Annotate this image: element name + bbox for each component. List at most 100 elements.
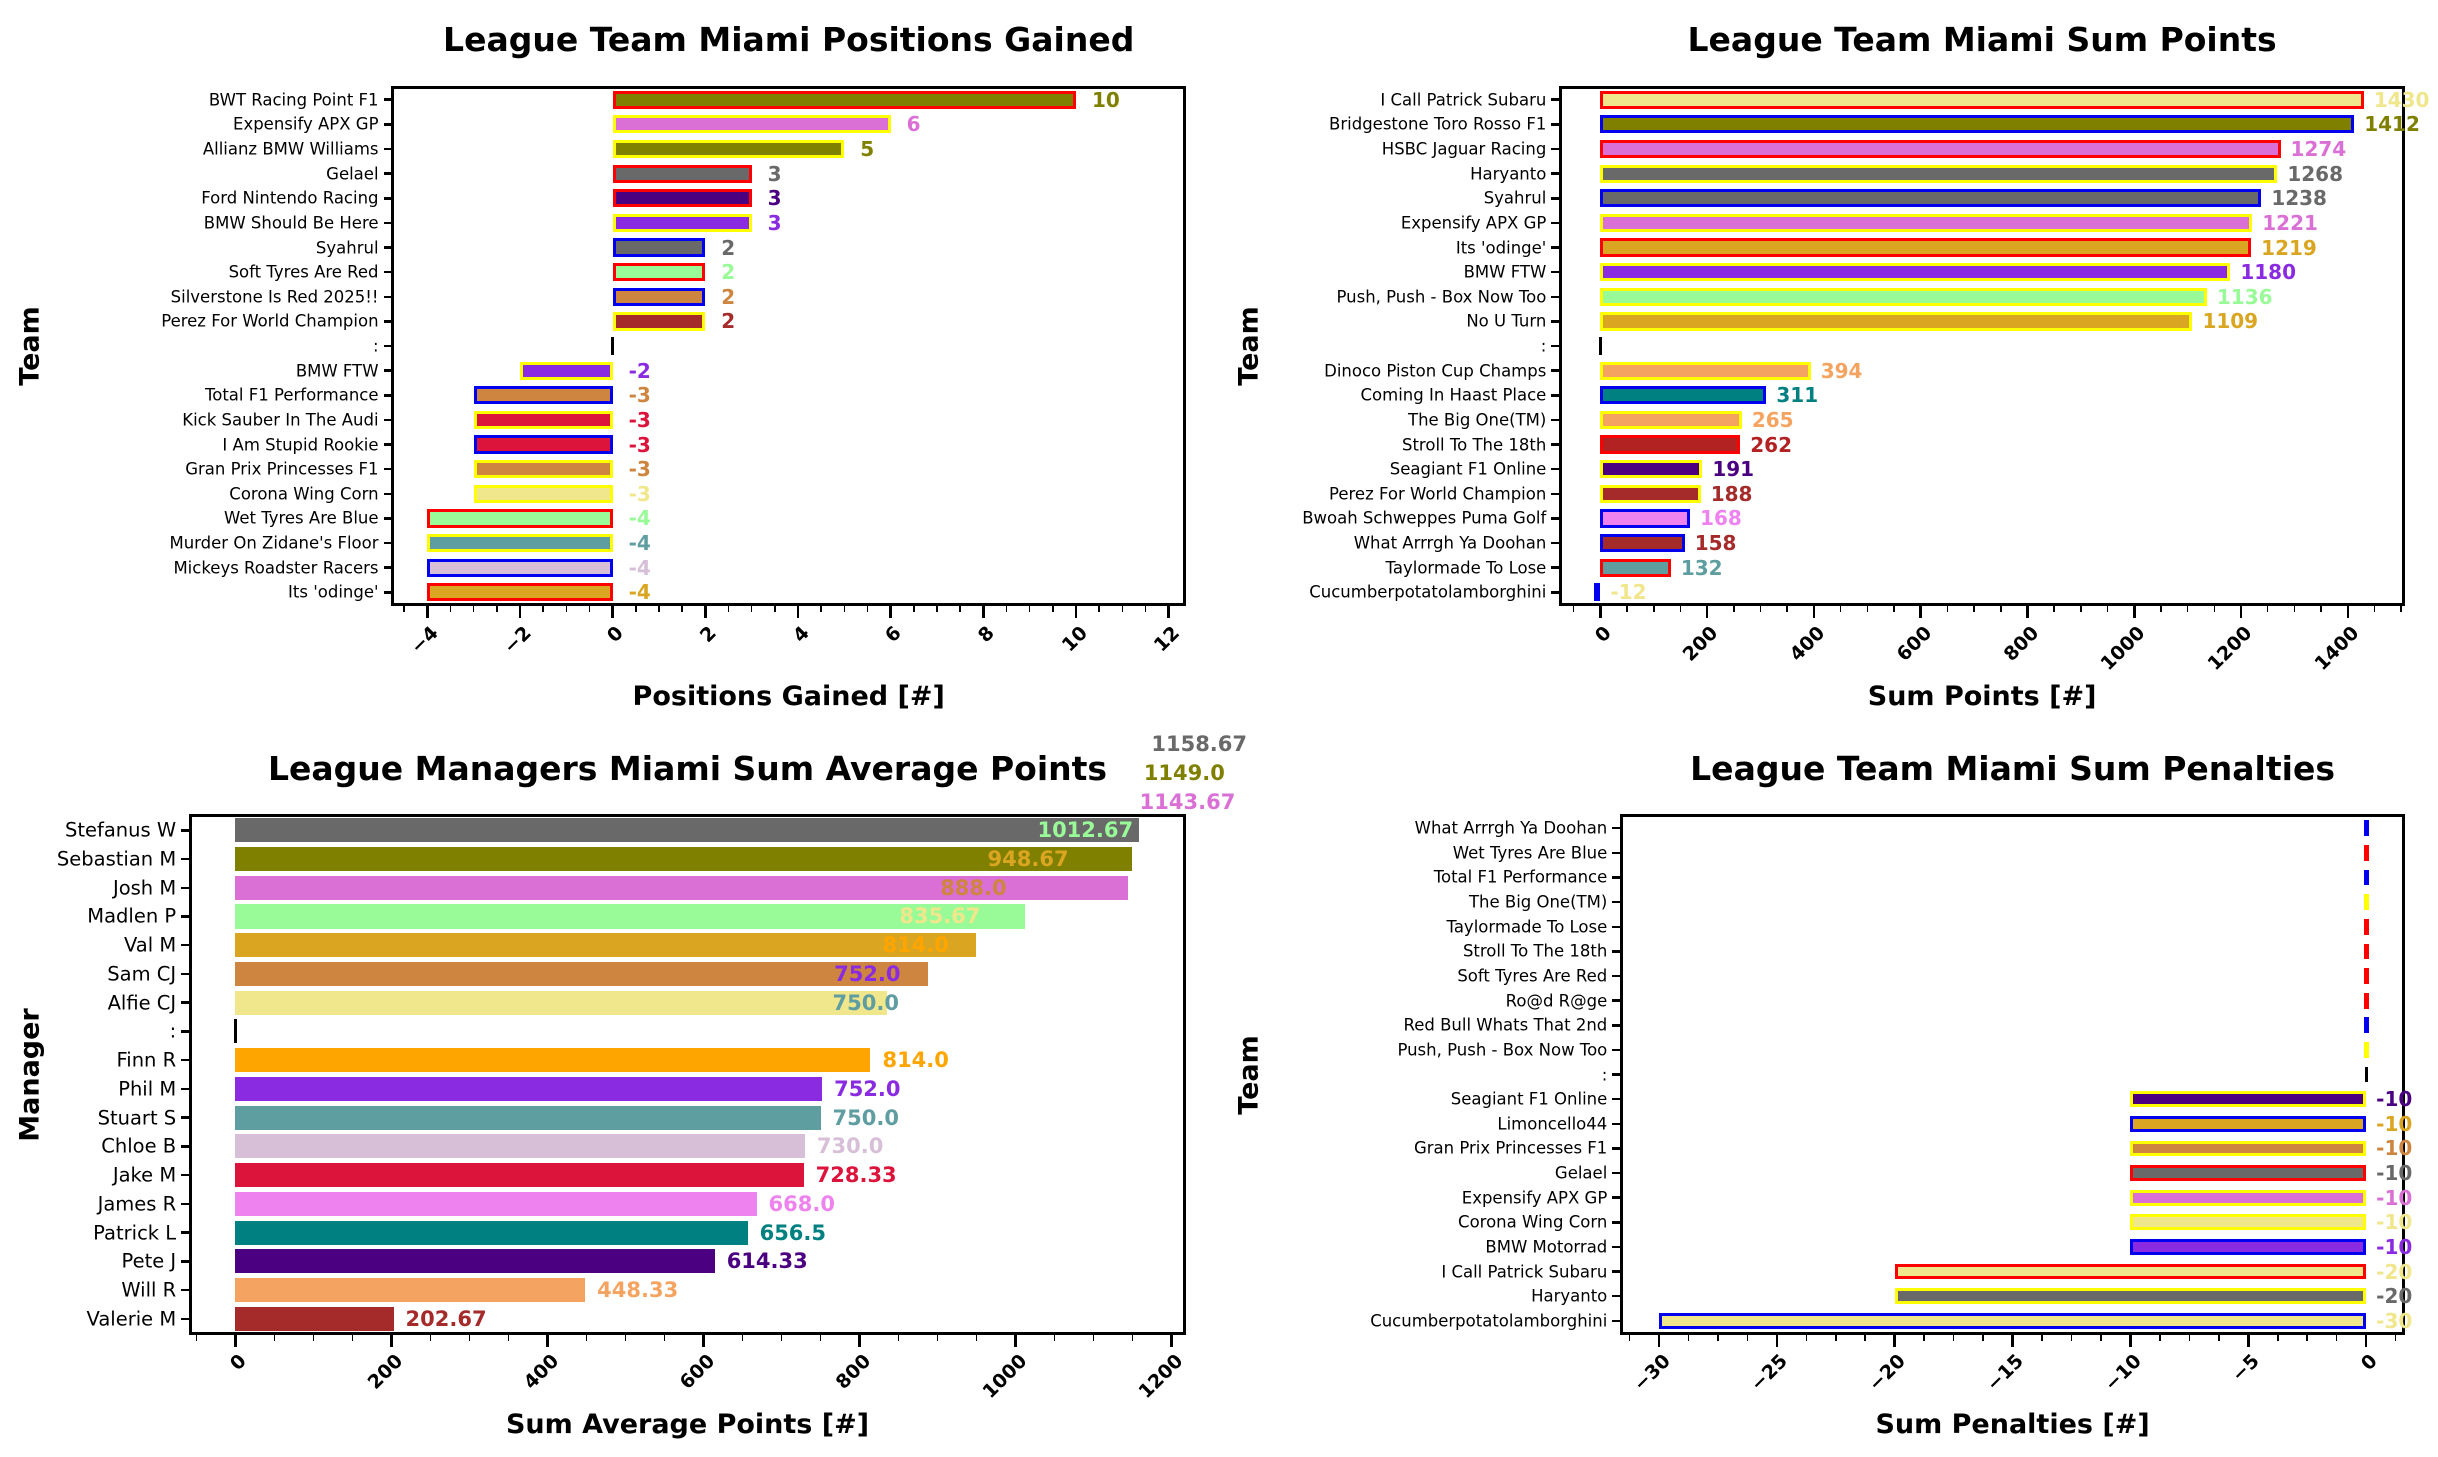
x-tick-label: 12 bbox=[1149, 621, 1185, 656]
bar bbox=[612, 164, 752, 183]
y-tick bbox=[383, 320, 393, 323]
x-minor-tick bbox=[2188, 1334, 2191, 1341]
bar-value-label: 262 bbox=[1750, 432, 1792, 457]
y-tick bbox=[1612, 1270, 1622, 1273]
zero-bar-mark bbox=[2363, 844, 2369, 861]
y-tick bbox=[1612, 925, 1622, 928]
bar-value-label: 448.33 bbox=[597, 1278, 679, 1303]
y-tick-label: : bbox=[1601, 1065, 1608, 1085]
y-tick-label: Cucumberpotatolamborghini bbox=[1370, 1311, 1608, 1331]
bar-value-label: 752.0 bbox=[834, 961, 901, 986]
y-tick bbox=[181, 1317, 191, 1321]
x-minor-tick bbox=[1098, 606, 1100, 613]
y-tick-label: Expensify APX GP bbox=[1461, 1188, 1608, 1208]
bar-value-label: 3 bbox=[767, 210, 782, 235]
x-tick bbox=[518, 606, 522, 619]
bar-value-label: -10 bbox=[2376, 1136, 2413, 1161]
x-tick bbox=[2346, 606, 2350, 619]
bar bbox=[235, 1134, 805, 1159]
y-tick-label: Red Bull Whats That 2nd bbox=[1403, 1015, 1608, 1035]
x-minor-tick bbox=[1679, 606, 1682, 613]
y-tick bbox=[1551, 344, 1561, 348]
bar-value-label: 1274 bbox=[2290, 136, 2347, 161]
y-tick-label: : bbox=[1540, 336, 1547, 356]
bar-value-label: 311 bbox=[1776, 383, 1819, 408]
y-tick bbox=[1612, 1294, 1622, 1298]
x-minor-tick bbox=[1572, 606, 1575, 613]
x-tick bbox=[234, 1334, 237, 1347]
y-tick bbox=[1551, 369, 1561, 372]
x-minor-tick bbox=[1746, 1334, 1749, 1341]
y-tick-label: Phil M bbox=[118, 1077, 177, 1101]
y-tick-label: Stuart S bbox=[97, 1106, 177, 1130]
y-tick-label: Coming In Haast Place bbox=[1360, 385, 1547, 405]
y-tick-label: The Big One(TM) bbox=[1468, 892, 1608, 912]
bar bbox=[473, 460, 613, 479]
y-tick-label: Gran Prix Princesses F1 bbox=[1413, 1138, 1608, 1158]
y-tick bbox=[1551, 443, 1561, 446]
x-tick bbox=[2239, 606, 2243, 619]
y-tick-label: Finn R bbox=[116, 1048, 177, 1072]
x-tick bbox=[1919, 606, 1922, 619]
y-tick-label: Expensify APX GP bbox=[233, 114, 379, 134]
y-tick bbox=[1551, 123, 1561, 126]
y-tick bbox=[1551, 98, 1561, 101]
y-tick-label: Soft Tyres Are Red bbox=[228, 262, 379, 282]
bar-value-label: -4 bbox=[628, 531, 651, 556]
x-minor-tick bbox=[2320, 606, 2322, 613]
x-minor-tick bbox=[936, 1334, 939, 1341]
y-tick bbox=[1612, 900, 1622, 904]
bar-value-label: 1109 bbox=[2202, 309, 2259, 334]
bar-value-label: 1238 bbox=[2271, 186, 2327, 211]
y-tick-label: Push, Push - Box Now Too bbox=[1397, 1040, 1608, 1060]
bar-value-label: -20 bbox=[2376, 1284, 2413, 1309]
bar bbox=[1600, 238, 2252, 257]
y-tick bbox=[181, 1231, 191, 1234]
bar-value-label: 1136 bbox=[2216, 284, 2273, 309]
x-tick bbox=[2026, 606, 2029, 619]
bar bbox=[473, 386, 613, 405]
x-tick bbox=[858, 1334, 861, 1347]
y-tick bbox=[181, 972, 191, 976]
bar bbox=[1600, 115, 2355, 134]
y-tick bbox=[1612, 1319, 1622, 1323]
x-minor-tick bbox=[1653, 606, 1655, 613]
bar-value-label: -10 bbox=[2376, 1087, 2413, 1112]
x-tick-label: 600 bbox=[1892, 621, 1937, 666]
y-axis-label: Team bbox=[1233, 306, 1265, 386]
x-minor-tick bbox=[1866, 606, 1869, 613]
x-minor-tick bbox=[2266, 606, 2269, 613]
bar-value-label: -10 bbox=[2376, 1111, 2413, 1136]
x-minor-tick bbox=[866, 606, 869, 613]
bar-value-label: 668.0 bbox=[768, 1191, 835, 1216]
x-minor-tick bbox=[1946, 606, 1949, 613]
y-tick bbox=[1551, 591, 1561, 594]
floating-value-label: 1149.0 bbox=[1143, 760, 1225, 785]
bar-value-label: -10 bbox=[2376, 1185, 2413, 1210]
bar bbox=[235, 904, 1026, 929]
y-tick-label: Taylormade To Lose bbox=[1446, 917, 1608, 937]
x-minor-tick bbox=[1786, 606, 1788, 613]
bar-value-label: -30 bbox=[2376, 1308, 2413, 1333]
bar-value-label: 1219 bbox=[2261, 235, 2317, 260]
bar-value-label: -2 bbox=[628, 358, 651, 383]
bar-value-label: -4 bbox=[628, 506, 651, 531]
bar-value-label: 394 bbox=[1820, 358, 1863, 383]
y-tick-label: Syahrul bbox=[315, 238, 379, 258]
y-tick bbox=[383, 492, 393, 496]
y-tick-label: Wet Tyres Are Blue bbox=[224, 508, 379, 528]
bar bbox=[2130, 1189, 2367, 1206]
bar bbox=[235, 990, 888, 1015]
y-tick-label: What Arrrgh Ya Doohan bbox=[1414, 818, 1608, 838]
y-tick bbox=[181, 1058, 191, 1062]
bar bbox=[1600, 386, 1767, 405]
x-minor-tick bbox=[2335, 1334, 2338, 1341]
y-tick bbox=[1551, 147, 1561, 151]
y-tick-label: Syahrul bbox=[1483, 188, 1547, 208]
y-tick-label: Bridgestone Toro Rosso F1 bbox=[1329, 114, 1547, 134]
x-tick-label: 1400 bbox=[2310, 621, 2364, 675]
y-tick bbox=[1551, 418, 1561, 422]
bar-value-label: 168 bbox=[1700, 506, 1742, 531]
x-tick bbox=[1893, 1334, 1896, 1347]
bar bbox=[612, 139, 845, 159]
